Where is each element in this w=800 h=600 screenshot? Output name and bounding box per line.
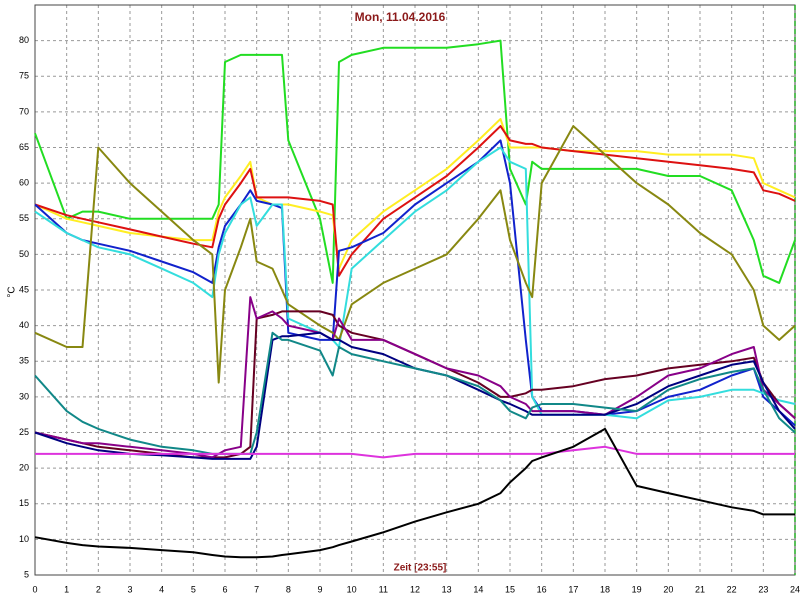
x-tick-label: 2 (96, 584, 101, 594)
y-tick-label: 15 (19, 498, 29, 508)
y-tick-label: 20 (19, 463, 29, 473)
x-tick-label: 14 (473, 584, 483, 594)
x-tick-label: 17 (568, 584, 578, 594)
y-tick-label: 60 (19, 178, 29, 188)
y-tick-label: 75 (19, 71, 29, 81)
y-tick-label: 80 (19, 35, 29, 45)
y-tick-label: 10 (19, 534, 29, 544)
x-tick-label: 7 (254, 584, 259, 594)
x-tick-label: 15 (505, 584, 515, 594)
series-line (34, 427, 795, 559)
series-line (35, 445, 795, 459)
x-tick-label: 6 (222, 584, 227, 594)
y-axis-label: °C (7, 286, 18, 297)
x-tick-label: 3 (127, 584, 132, 594)
series-line (34, 296, 796, 459)
y-tick-label: 70 (19, 106, 29, 116)
series-line (34, 39, 796, 284)
x-tick-label: 19 (632, 584, 642, 594)
y-tick-label: 5 (24, 569, 29, 579)
x-tick-label: 24 (790, 584, 800, 594)
x-tick-label: 1 (64, 584, 69, 594)
x-tick-label: 8 (286, 584, 291, 594)
x-tick-label: 21 (695, 584, 705, 594)
y-tick-label: 40 (19, 320, 29, 330)
x-tick-label: 12 (410, 584, 420, 594)
x-tick-label: 0 (32, 584, 37, 594)
y-tick-label: 35 (19, 356, 29, 366)
y-tick-label: 25 (19, 427, 29, 437)
x-tick-label: 20 (663, 584, 673, 594)
y-tick-label: 65 (19, 142, 29, 152)
series-line (34, 118, 796, 270)
series-line (34, 331, 796, 455)
series-line (34, 146, 796, 420)
series-line (34, 139, 796, 427)
y-tick-label: 50 (19, 249, 29, 259)
x-tick-label: 16 (537, 584, 547, 594)
x-axis-label: Zeit [23:55] (394, 563, 447, 574)
x-tick-label: 13 (442, 584, 452, 594)
x-tick-label: 10 (347, 584, 357, 594)
y-tick-label: 30 (19, 391, 29, 401)
y-tick-label: 45 (19, 284, 29, 294)
x-tick-label: 23 (758, 584, 768, 594)
x-tick-label: 22 (727, 584, 737, 594)
x-tick-label: 11 (379, 584, 388, 594)
series-line (34, 331, 796, 460)
x-tick-label: 5 (191, 584, 196, 594)
y-tick-label: 55 (19, 213, 29, 223)
x-tick-label: 4 (159, 584, 164, 594)
x-tick-label: 18 (600, 584, 610, 594)
x-tick-label: 9 (317, 584, 322, 594)
chart-title: Mon, 11.04.2016 (355, 10, 446, 24)
series-line (34, 125, 796, 384)
